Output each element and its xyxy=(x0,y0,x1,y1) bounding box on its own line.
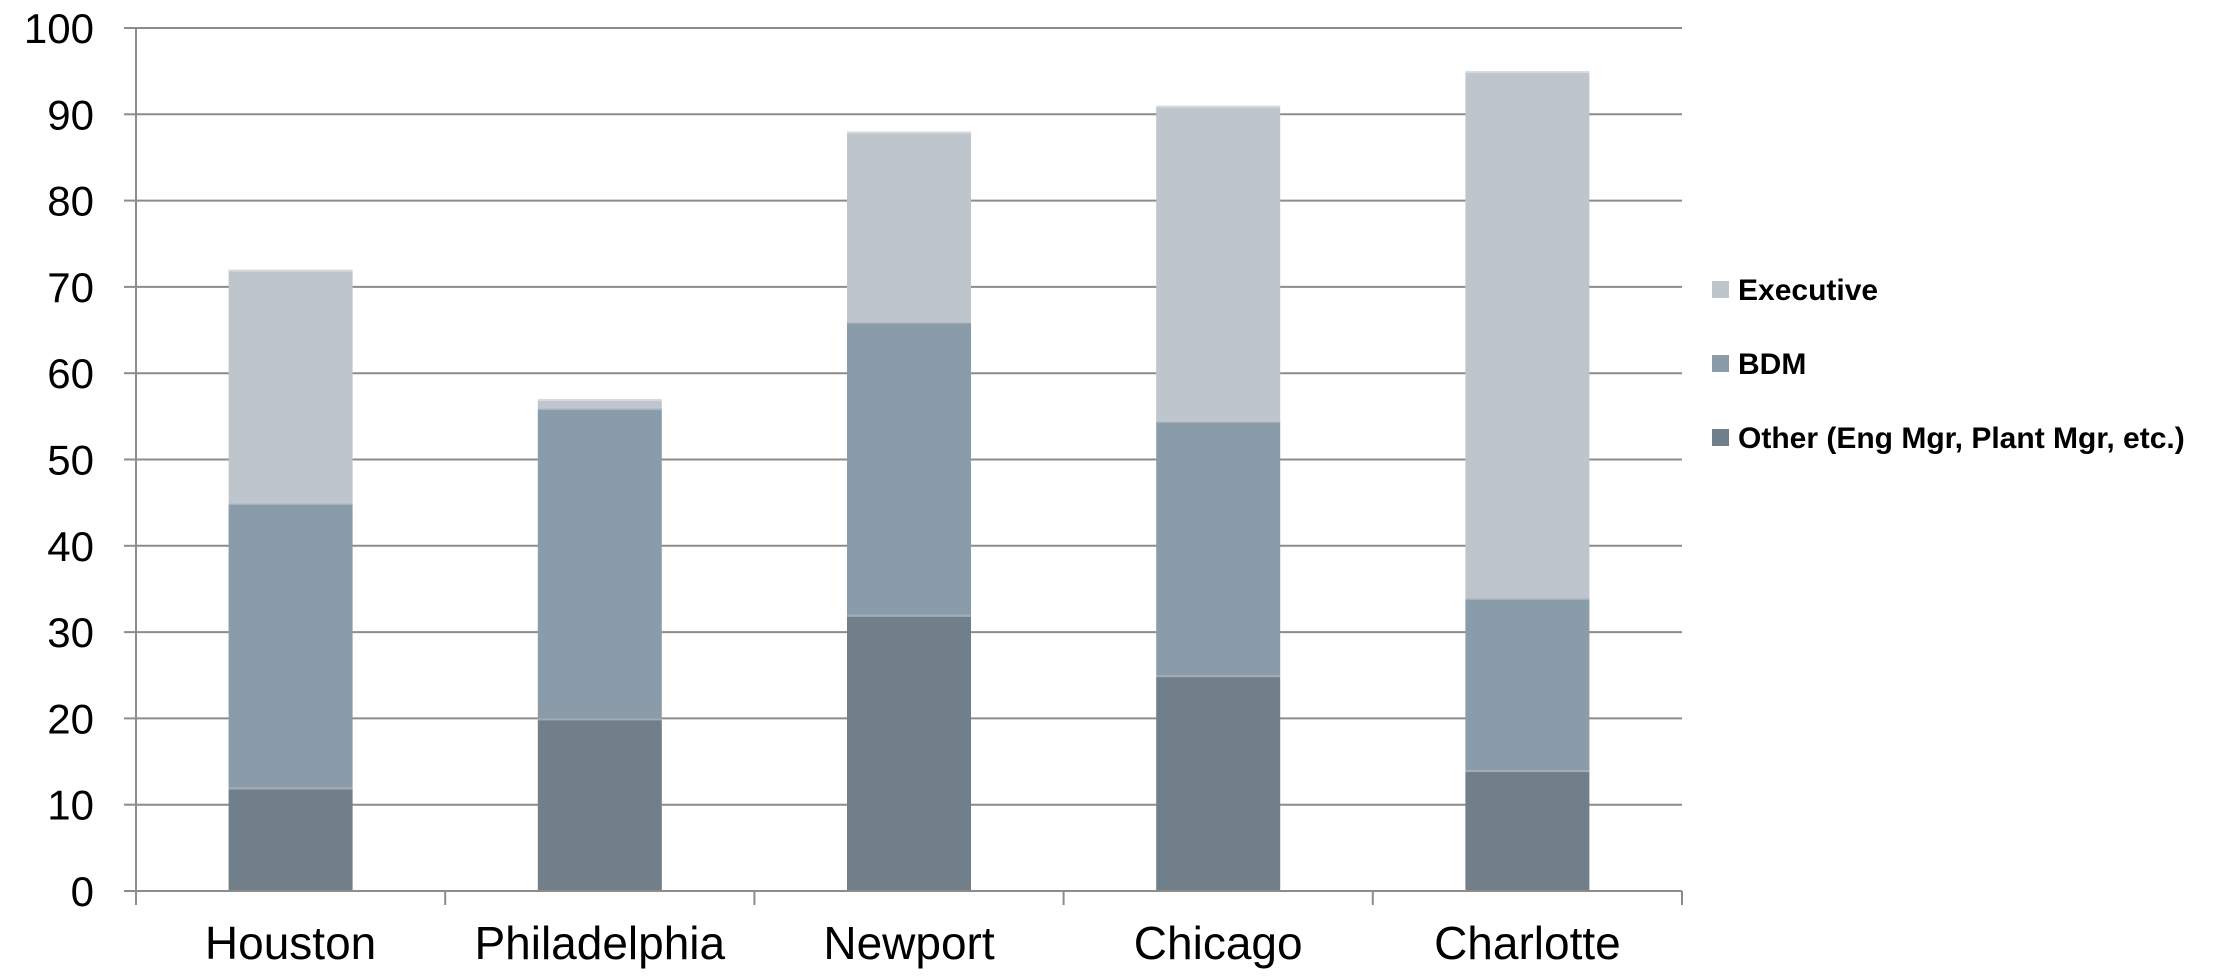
y-tick-label: 30 xyxy=(47,609,94,656)
bar-segment-executive-houston xyxy=(228,269,353,503)
y-tick-label: 80 xyxy=(47,178,94,225)
legend-label-bdm: BDM xyxy=(1738,348,1806,381)
bar-segment-other-eng-mgr-plant-mgr-etc-houston xyxy=(228,787,353,891)
y-tick-label: 20 xyxy=(47,695,94,742)
bar-segment-bdm-houston xyxy=(228,502,353,788)
legend-label-other-eng-mgr-plant-mgr-etc: Other (Eng Mgr, Plant Mgr, etc.) xyxy=(1738,422,2185,455)
bar-segment-other-eng-mgr-plant-mgr-etc-charlotte xyxy=(1465,770,1590,891)
x-tick-label-chicago: Chicago xyxy=(1134,917,1303,969)
y-tick-label: 40 xyxy=(47,523,94,570)
y-tick-label: 100 xyxy=(24,5,94,52)
bar-segment-executive-charlotte xyxy=(1465,71,1590,598)
bar-segment-other-eng-mgr-plant-mgr-etc-newport xyxy=(847,614,971,891)
x-tick-label-newport: Newport xyxy=(823,917,995,969)
x-tick-label-philadelphia: Philadelphia xyxy=(474,917,725,969)
bar-segment-other-eng-mgr-plant-mgr-etc-chicago xyxy=(1156,675,1281,891)
y-tick-label: 0 xyxy=(71,868,94,915)
y-tick-label: 60 xyxy=(47,350,94,397)
bars xyxy=(228,71,1590,891)
legend-label-executive: Executive xyxy=(1738,274,1878,307)
legend-swatch-bdm xyxy=(1712,355,1729,372)
bar-segment-bdm-philadelphia xyxy=(537,407,662,719)
bar-segment-bdm-newport xyxy=(847,321,971,615)
legend: Executive BDM Other (Eng Mgr, Plant Mgr, e… xyxy=(1712,274,2185,455)
legend-swatch-executive xyxy=(1712,281,1729,298)
bar-segment-bdm-chicago xyxy=(1156,420,1281,676)
y-tick-label: 90 xyxy=(47,91,94,138)
bar-segment-bdm-charlotte xyxy=(1465,597,1590,771)
y-tick-label: 10 xyxy=(47,782,94,829)
bar-segment-other-eng-mgr-plant-mgr-etc-philadelphia xyxy=(537,718,662,891)
axes xyxy=(124,27,1683,905)
bar-segment-executive-chicago xyxy=(1156,105,1281,421)
bar-segment-executive-newport xyxy=(847,131,971,322)
y-tick-label: 50 xyxy=(47,437,94,484)
legend-swatch-other-eng-mgr-plant-mgr-etc xyxy=(1712,429,1729,446)
bar-segment-executive-philadelphia xyxy=(537,399,662,408)
y-tick-labels: 0 10 20 30 40 50 60 70 80 90 100 xyxy=(24,5,94,915)
x-tick-label-charlotte: Charlotte xyxy=(1434,917,1621,969)
x-tick-label-houston: Houston xyxy=(205,917,376,969)
y-tick-label: 70 xyxy=(47,264,94,311)
x-tick-labels: Houston Philadelphia Newport Chicago Charlot… xyxy=(205,917,1621,969)
